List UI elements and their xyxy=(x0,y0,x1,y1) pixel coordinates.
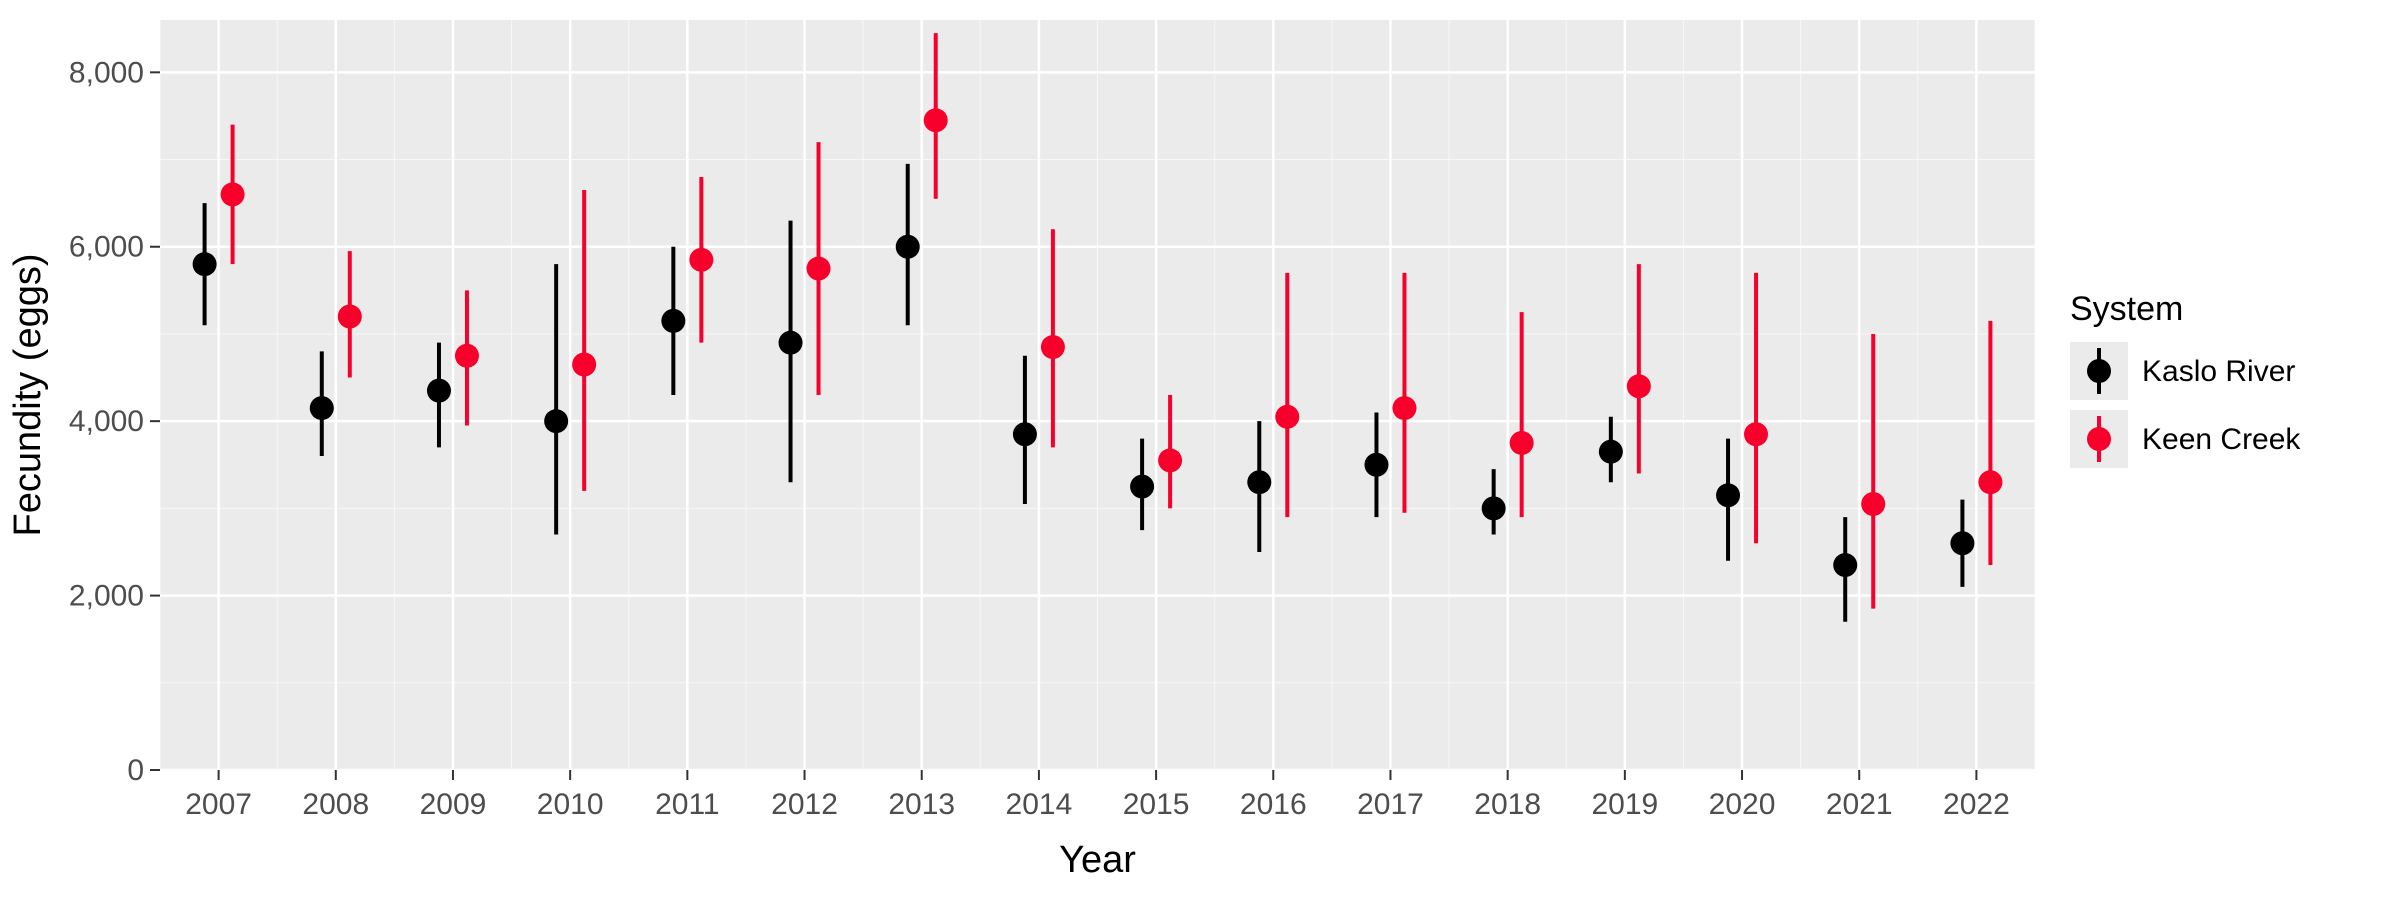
data-point xyxy=(1130,475,1154,499)
figure: 0 2,000 4,000 6,000 8,000 2007 2008 2009 2010 201… xyxy=(0,0,2400,900)
y-tick-label: 2,000 xyxy=(69,580,144,613)
chart-area: 0 2,000 4,000 6,000 8,000 2007 2008 2009 2010 201… xyxy=(0,0,2050,900)
x-tick-label: 2011 xyxy=(655,788,720,821)
data-point xyxy=(1275,405,1299,429)
data-point xyxy=(1041,335,1065,359)
data-point xyxy=(1247,470,1271,494)
x-tick-label: 2017 xyxy=(1357,788,1424,821)
data-point xyxy=(1599,440,1623,464)
data-point xyxy=(193,252,217,276)
data-point xyxy=(1978,470,2002,494)
legend-key-point xyxy=(2087,427,2111,451)
data-point xyxy=(661,309,685,333)
legend-item-label: Kaslo River xyxy=(2142,355,2295,388)
data-point xyxy=(1833,553,1857,577)
x-tick-label: 2010 xyxy=(537,788,604,821)
y-axis-title: Fecundity (eggs) xyxy=(7,253,49,536)
x-tick-label: 2022 xyxy=(1943,788,2010,821)
data-point xyxy=(1627,374,1651,398)
x-tick-label: 2019 xyxy=(1591,788,1658,821)
data-point xyxy=(896,235,920,259)
data-point xyxy=(807,257,831,281)
data-point xyxy=(544,409,568,433)
data-point xyxy=(1158,448,1182,472)
y-tick-label: 0 xyxy=(127,754,144,787)
data-point xyxy=(455,344,479,368)
x-tick-label: 2007 xyxy=(185,788,252,821)
y-tick-label: 4,000 xyxy=(69,405,144,438)
data-point xyxy=(1950,531,1974,555)
chart-svg: 0 2,000 4,000 6,000 8,000 2007 2008 2009 2010 201… xyxy=(0,0,2050,900)
x-tick-label: 2020 xyxy=(1709,788,1776,821)
x-tick-label: 2012 xyxy=(771,788,838,821)
data-point xyxy=(1861,492,1885,516)
y-tick-label: 8,000 xyxy=(69,56,144,89)
data-point xyxy=(1013,422,1037,446)
x-tick-label: 2013 xyxy=(888,788,955,821)
data-point xyxy=(572,352,596,376)
data-point xyxy=(779,331,803,355)
data-point xyxy=(338,305,362,329)
x-tick-label: 2021 xyxy=(1826,788,1893,821)
x-tick-label: 2018 xyxy=(1474,788,1541,821)
data-point xyxy=(1482,496,1506,520)
legend-key-point xyxy=(2087,359,2111,383)
data-point xyxy=(924,108,948,132)
x-axis-title: Year xyxy=(1059,839,1136,881)
x-tick-label: 2009 xyxy=(420,788,487,821)
x-tick-label: 2014 xyxy=(1006,788,1073,821)
legend-area: System Kaslo River Keen Creek xyxy=(2050,0,2400,900)
legend-svg: System Kaslo River Keen Creek xyxy=(2050,0,2400,900)
legend-item-label: Keen Creek xyxy=(2142,423,2301,456)
y-tick-label: 6,000 xyxy=(69,231,144,264)
legend-title: System xyxy=(2070,290,2183,328)
data-point xyxy=(427,379,451,403)
data-point xyxy=(1510,431,1534,455)
x-tick-label: 2008 xyxy=(302,788,369,821)
data-point xyxy=(1364,453,1388,477)
data-point xyxy=(1392,396,1416,420)
data-point xyxy=(689,248,713,272)
data-point xyxy=(1744,422,1768,446)
x-tick-label: 2016 xyxy=(1240,788,1307,821)
data-point xyxy=(310,396,334,420)
data-point xyxy=(1716,483,1740,507)
x-tick-label: 2015 xyxy=(1123,788,1190,821)
data-point xyxy=(221,182,245,206)
